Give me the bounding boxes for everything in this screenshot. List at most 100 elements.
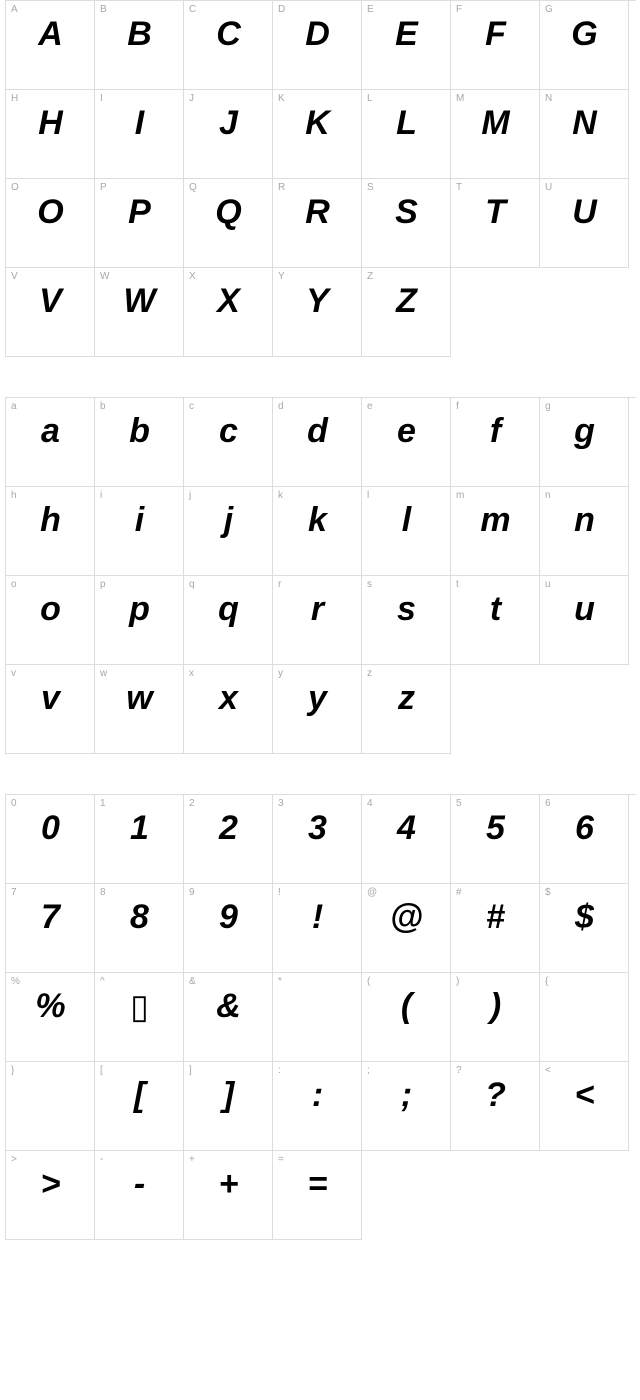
glyph-cell: gg (540, 398, 629, 487)
glyph-cell-label: - (100, 1154, 103, 1165)
glyph-cell: nn (540, 487, 629, 576)
glyph-cell-glyph: T (451, 193, 539, 232)
glyph-chart-lowercase: aabbccddeeffgghhiijjkkllmmnnooppqqrrsstt… (5, 397, 636, 754)
glyph-cell-glyph: Y (273, 282, 361, 321)
glyph-cell-label: E (367, 4, 374, 15)
glyph-cell-label: W (100, 271, 109, 282)
glyph-cell-label: * (278, 976, 282, 987)
glyph-cell-label: 2 (189, 798, 195, 809)
glyph-cell-label: w (100, 668, 107, 679)
glyph-cell-label: L (367, 93, 373, 104)
glyph-cell-label: s (367, 579, 372, 590)
glyph-cell-glyph: + (184, 1165, 272, 1204)
glyph-cell-label: } (11, 1065, 14, 1076)
glyph-cell: { (540, 973, 629, 1062)
glyph-cell: [[ (95, 1062, 184, 1151)
glyph-cell-label: b (100, 401, 106, 412)
glyph-cell-label: I (100, 93, 103, 104)
glyph-chart-uppercase: AABBCCDDEEFFGGHHIIJJKKLLMMNNOOPPQQRRSSTT… (5, 0, 636, 357)
glyph-cell-label: V (11, 271, 18, 282)
glyph-cell-glyph: 7 (6, 898, 94, 937)
glyph-cell-glyph: R (273, 193, 361, 232)
glyph-cell-glyph: v (6, 679, 94, 718)
glyph-cell-glyph: P (95, 193, 183, 232)
glyph-cell-label: 9 (189, 887, 195, 898)
glyph-cell-glyph: m (451, 501, 539, 540)
glyph-cell-label: ? (456, 1065, 462, 1076)
glyph-cell: !! (273, 884, 362, 973)
glyph-cell-label: 1 (100, 798, 106, 809)
glyph-cell-glyph: K (273, 104, 361, 143)
glyph-cell-glyph: O (6, 193, 94, 232)
glyph-cell-label: T (456, 182, 462, 193)
glyph-cell: LL (362, 90, 451, 179)
glyph-cell-label: S (367, 182, 374, 193)
glyph-cell-glyph: B (95, 15, 183, 54)
glyph-cell: ?? (451, 1062, 540, 1151)
glyph-cell-glyph: q (184, 590, 272, 629)
glyph-cell-label: ] (189, 1065, 192, 1076)
glyph-cell-label: C (189, 4, 196, 15)
glyph-cell-label: H (11, 93, 18, 104)
glyph-cell-label: P (100, 182, 107, 193)
glyph-cell-glyph: U (540, 193, 628, 232)
glyph-cell-label: r (278, 579, 281, 590)
glyph-cell-glyph: s (362, 590, 450, 629)
glyph-cell-label: i (100, 490, 102, 501)
glyph-cell-label: $ (545, 887, 551, 898)
glyph-cell-label: : (278, 1065, 281, 1076)
glyph-cell-glyph: J (184, 104, 272, 143)
glyph-cell: && (184, 973, 273, 1062)
glyph-cell: KK (273, 90, 362, 179)
glyph-cell-label: G (545, 4, 553, 15)
glyph-cell: JJ (184, 90, 273, 179)
glyph-cell-label: @ (367, 887, 377, 898)
glyph-cell: 66 (540, 795, 629, 884)
glyph-cell: << (540, 1062, 629, 1151)
glyph-cell-label: c (189, 401, 194, 412)
glyph-cell-glyph: n (540, 501, 628, 540)
glyph-cell: } (6, 1062, 95, 1151)
glyph-cell-label: z (367, 668, 372, 679)
glyph-cell-label: 7 (11, 887, 17, 898)
glyph-cell-glyph: 6 (540, 809, 628, 848)
glyph-cell-glyph: t (451, 590, 539, 629)
glyph-cell-glyph: Z (362, 282, 450, 321)
glyph-cell: hh (6, 487, 95, 576)
glyph-cell-glyph: ] (184, 1076, 272, 1115)
glyph-cell-glyph: F (451, 15, 539, 54)
glyph-cell-glyph: ; (362, 1076, 450, 1115)
glyph-cell: HH (6, 90, 95, 179)
glyph-cell-label: & (189, 976, 196, 987)
glyph-cell-glyph: p (95, 590, 183, 629)
glyph-cell: aa (6, 398, 95, 487)
glyph-cell: BB (95, 1, 184, 90)
glyph-cell: PP (95, 179, 184, 268)
glyph-cell-label: 8 (100, 887, 106, 898)
glyph-cell: 88 (95, 884, 184, 973)
glyph-cell-glyph: r (273, 590, 361, 629)
glyph-cell: ZZ (362, 268, 451, 357)
glyph-cell-glyph: d (273, 412, 361, 451)
glyph-cell-label: F (456, 4, 462, 15)
glyph-cell: cc (184, 398, 273, 487)
glyph-cell: 99 (184, 884, 273, 973)
glyph-cell-glyph: C (184, 15, 272, 54)
glyph-cell: GG (540, 1, 629, 90)
glyph-cell: FF (451, 1, 540, 90)
glyph-cell: VV (6, 268, 95, 357)
glyph-cell-label: n (545, 490, 551, 501)
glyph-cell-glyph: = (273, 1165, 361, 1204)
glyph-cell: oo (6, 576, 95, 665)
glyph-cell-label: R (278, 182, 285, 193)
glyph-cell: SS (362, 179, 451, 268)
glyph-cell-glyph: N (540, 104, 628, 143)
glyph-cell-label: q (189, 579, 195, 590)
glyph-cell-glyph: f (451, 412, 539, 451)
glyph-cell-label: k (278, 490, 283, 501)
glyph-cell-glyph: g (540, 412, 628, 451)
glyph-cell: pp (95, 576, 184, 665)
glyph-cell-label: d (278, 401, 284, 412)
glyph-cell-label: ^ (100, 976, 105, 987)
glyph-cell-label: 3 (278, 798, 284, 809)
